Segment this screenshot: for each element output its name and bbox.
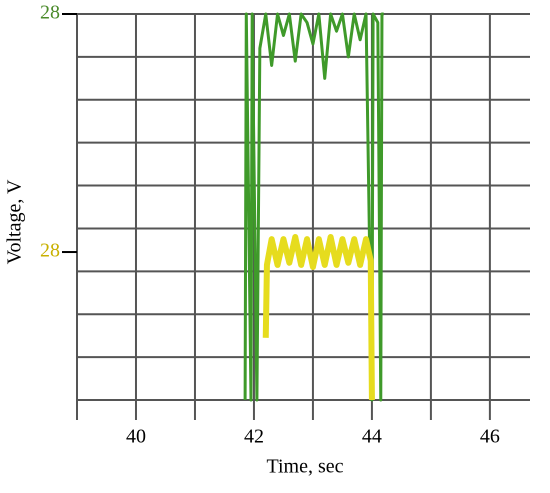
x-axis-label: Time, sec <box>266 456 343 478</box>
series-line <box>262 234 375 401</box>
y-tick-label: 28 <box>40 2 60 24</box>
x-tick-label: 44 <box>362 426 382 448</box>
y-tick-label: 28 <box>40 240 60 262</box>
y-axis-label: Voltage, V <box>4 179 26 264</box>
series-line <box>243 12 384 402</box>
x-tick-label: 40 <box>126 426 146 448</box>
x-tick-label: 42 <box>244 426 264 448</box>
x-tick-label: 46 <box>480 426 500 448</box>
